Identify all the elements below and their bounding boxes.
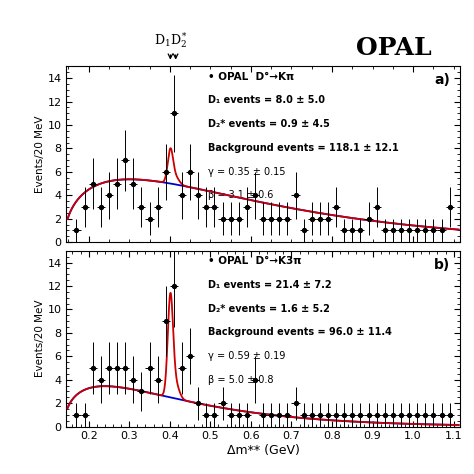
Text: OPAL: OPAL <box>356 36 431 60</box>
Text: γ = 0.35 ± 0.15: γ = 0.35 ± 0.15 <box>208 166 285 176</box>
Text: Background events = 96.0 ± 11.4: Background events = 96.0 ± 11.4 <box>208 328 392 337</box>
Text: D₁ events = 8.0 ± 5.0: D₁ events = 8.0 ± 5.0 <box>208 95 325 105</box>
Text: D₁ events = 21.4 ± 7.2: D₁ events = 21.4 ± 7.2 <box>208 280 332 290</box>
Y-axis label: Events/20 MeV: Events/20 MeV <box>35 300 45 377</box>
Text: a): a) <box>434 73 450 87</box>
Text: Background events = 118.1 ± 12.1: Background events = 118.1 ± 12.1 <box>208 143 399 153</box>
Text: $\mathregular{D_1 D_2^*}$: $\mathregular{D_1 D_2^*}$ <box>154 30 188 50</box>
Text: b): b) <box>434 258 450 272</box>
Text: β = 3.1 ± 0.6: β = 3.1 ± 0.6 <box>208 190 273 200</box>
Text: D₂* events = 0.9 ± 4.5: D₂* events = 0.9 ± 4.5 <box>208 119 330 129</box>
Y-axis label: Events/20 MeV: Events/20 MeV <box>35 116 45 193</box>
Text: γ = 0.59 ± 0.19: γ = 0.59 ± 0.19 <box>208 351 285 361</box>
Text: β = 5.0 ± 0.8: β = 5.0 ± 0.8 <box>208 375 273 385</box>
Text: • OPAL  D°→Kπ: • OPAL D°→Kπ <box>208 72 294 82</box>
Text: D₂* events = 1.6 ± 5.2: D₂* events = 1.6 ± 5.2 <box>208 303 330 314</box>
X-axis label: Δm** (GeV): Δm** (GeV) <box>227 444 300 457</box>
Text: • OPAL  D°→K3π: • OPAL D°→K3π <box>208 256 301 266</box>
